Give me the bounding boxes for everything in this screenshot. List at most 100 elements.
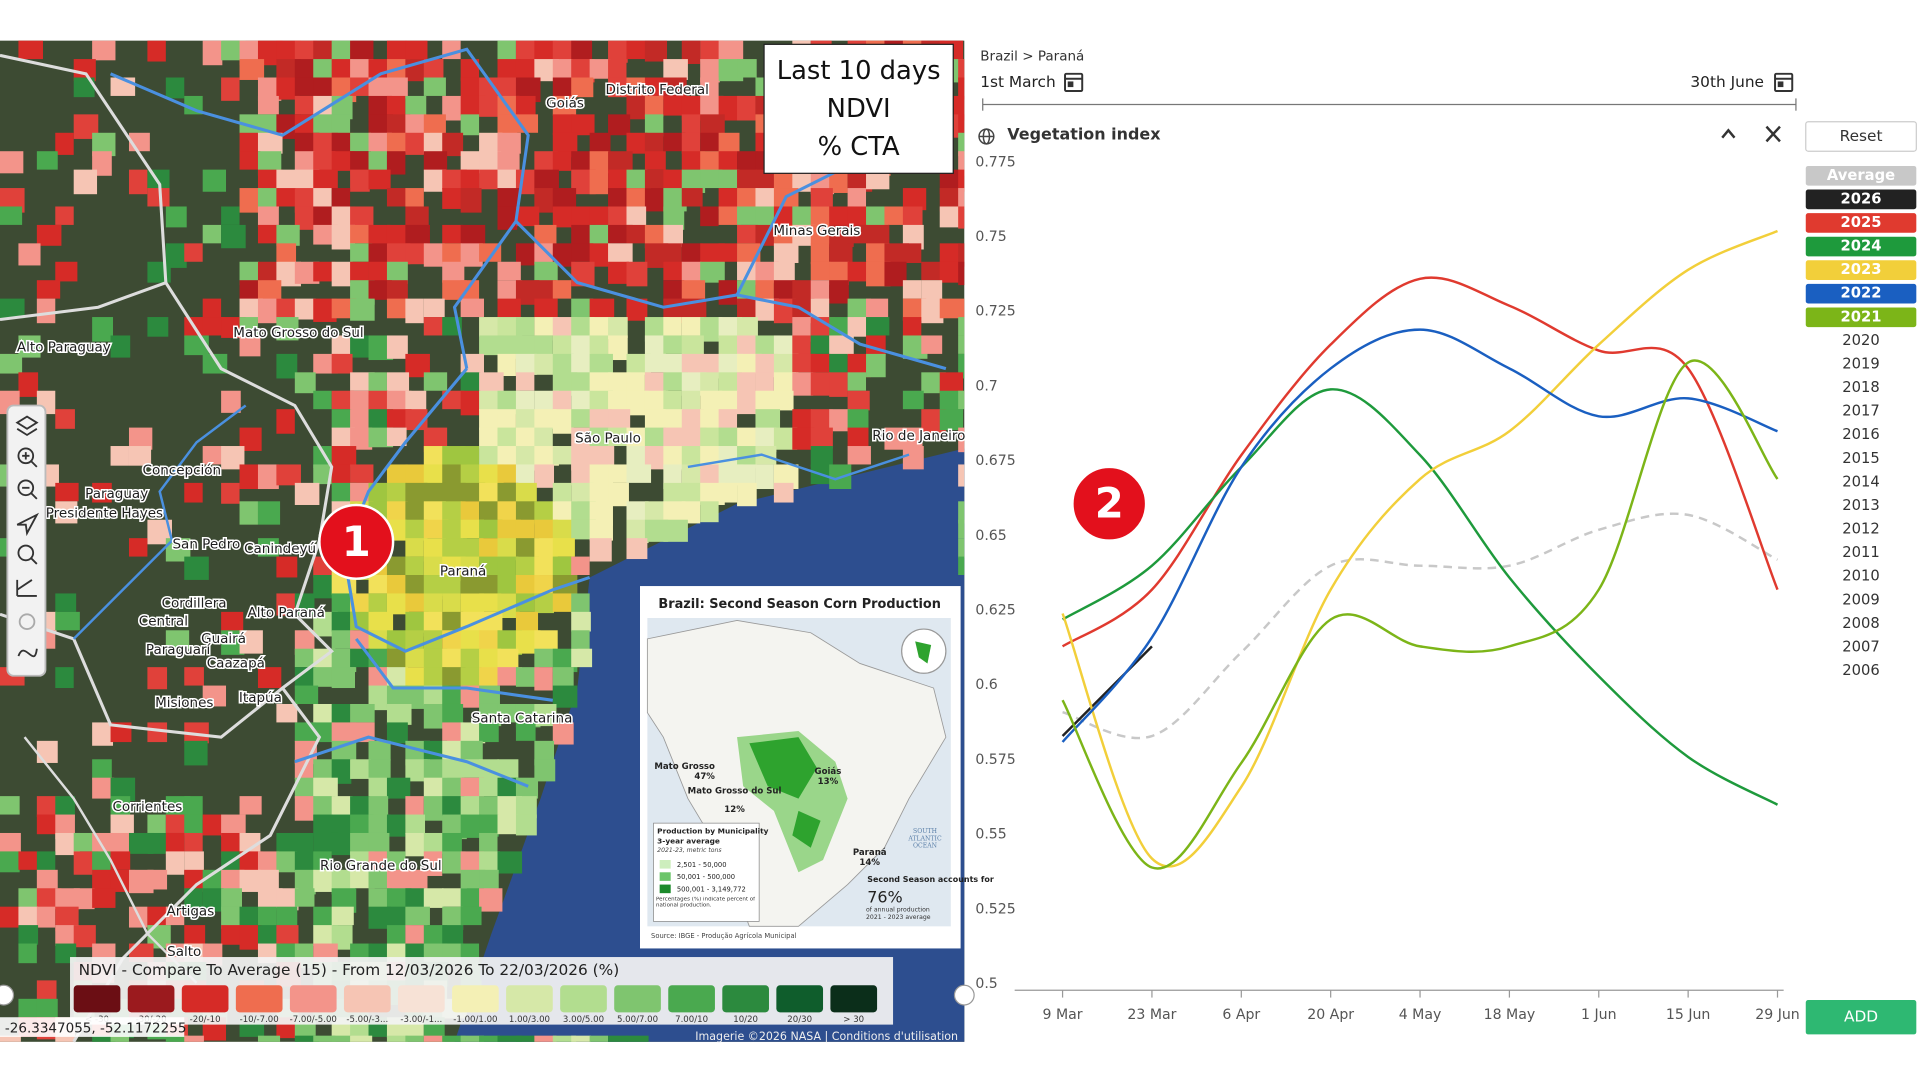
locate-button[interactable]	[16, 512, 40, 537]
ndvi-cell	[534, 298, 558, 319]
ndvi-cell	[552, 1035, 577, 1042]
target-button[interactable]	[18, 613, 36, 630]
ndvi-cell	[497, 298, 521, 318]
ndvi-cell	[958, 206, 965, 229]
ndvi-cell	[515, 611, 539, 632]
legend-swatch[interactable]	[1805, 307, 1917, 328]
legend-label[interactable]: 2026	[1841, 190, 1882, 207]
ndvi-cell	[368, 851, 387, 870]
reset-button[interactable]	[1805, 121, 1917, 152]
ndvi-cell	[479, 95, 500, 117]
x-tick-label: 20 Apr	[1307, 1007, 1354, 1023]
legend-label[interactable]: 2021	[1841, 308, 1882, 325]
legend-swatch[interactable]	[1805, 260, 1917, 280]
draw-button[interactable]	[17, 648, 38, 658]
ndvi-cell	[939, 206, 962, 228]
next-button[interactable]	[953, 984, 975, 1006]
ndvi-cell	[847, 390, 870, 411]
legend-label[interactable]: 2018	[1842, 379, 1880, 396]
ndvi-cell	[405, 556, 424, 580]
ndvi-cell	[239, 261, 260, 286]
inset-production	[792, 810, 821, 848]
ndvi-cell	[497, 814, 519, 835]
ndvi-cell	[442, 132, 464, 157]
legend-label[interactable]: 2019	[1842, 355, 1880, 372]
overlay-text: Last 10 days	[777, 56, 941, 86]
ndvi-cell	[810, 353, 831, 373]
prev-button[interactable]	[0, 984, 15, 1006]
ndvi-cell	[405, 796, 424, 820]
place-label: Corrientes	[113, 799, 183, 815]
end-date[interactable]: 30th June	[1690, 73, 1764, 91]
legend-label[interactable]: 2023	[1841, 261, 1882, 278]
layers-button[interactable]	[15, 415, 39, 437]
legend-label[interactable]: 2006	[1842, 662, 1880, 679]
legend-swatch[interactable]	[1805, 189, 1917, 210]
zoom-out-button[interactable]	[17, 479, 35, 497]
ndvi-cell	[497, 464, 519, 483]
legend-label[interactable]: 2013	[1842, 497, 1880, 514]
ndvi-cell	[552, 95, 577, 116]
legend-label[interactable]: 2012	[1842, 521, 1880, 538]
close-button[interactable]	[1765, 125, 1781, 143]
legend-swatch[interactable]	[1805, 236, 1917, 257]
legend-swatch[interactable]	[1805, 165, 1917, 186]
start-date[interactable]: 1st March	[980, 73, 1055, 91]
legend-label[interactable]: 2020	[1842, 332, 1880, 349]
zoom-in-button[interactable]	[17, 447, 35, 465]
legend-swatch[interactable]	[1805, 213, 1917, 233]
ndvi-cell	[773, 280, 797, 302]
ndvi-cell	[386, 814, 406, 837]
ndvi-cell	[239, 151, 261, 170]
inset-legend-label: 50,001 - 500,000	[677, 873, 735, 881]
ndvi-cell	[663, 95, 686, 116]
legend-label[interactable]: 2014	[1842, 473, 1880, 490]
legend-label[interactable]: 2022	[1841, 285, 1882, 302]
legend-label[interactable]: 2025	[1841, 214, 1882, 231]
ndvi-cell	[350, 298, 375, 321]
legend-label[interactable]: 2009	[1842, 591, 1880, 608]
ndvi-cell	[810, 280, 830, 300]
ndvi-cell	[442, 188, 466, 209]
ndvi-cell	[497, 40, 516, 64]
ndvi-cell	[386, 648, 408, 671]
legend-label[interactable]: 2017	[1842, 403, 1880, 420]
legend-label[interactable]: 2016	[1842, 426, 1880, 443]
ndvi-cell	[331, 667, 356, 689]
calendar-icon[interactable]	[1774, 72, 1794, 92]
place-labels: Goiás Distrito Federal Minas Gerais Mato Gr…	[15, 80, 967, 961]
ndvi-cell	[589, 390, 613, 415]
legend-label[interactable]: 2007	[1842, 638, 1880, 655]
ndvi-cell	[847, 317, 868, 337]
legend-label[interactable]: 2011	[1842, 544, 1880, 561]
ndvi-cell	[423, 777, 448, 799]
add-button[interactable]	[1805, 1000, 1917, 1035]
search-button[interactable]	[17, 544, 35, 562]
ndvi-cell	[958, 261, 965, 286]
inset-state: 13%	[818, 777, 839, 787]
legend-swatch[interactable]	[1805, 283, 1917, 304]
legend-label[interactable]: 2008	[1842, 615, 1880, 632]
ndvi-cell	[276, 77, 300, 100]
ndvi-cell	[368, 648, 390, 673]
x-tick-label: 9 Mar	[1043, 1007, 1083, 1023]
ndvi-cell	[958, 169, 965, 192]
add-label[interactable]: ADD	[1844, 1008, 1878, 1026]
reset-label[interactable]: Reset	[1840, 127, 1883, 145]
measure-button[interactable]	[16, 579, 37, 597]
ndvi-cell	[515, 59, 540, 79]
ndvi-cell	[571, 77, 594, 98]
legend-label[interactable]: 2010	[1842, 568, 1880, 585]
legend-label[interactable]: 2024	[1841, 238, 1882, 255]
ndvi-cell	[350, 151, 371, 175]
ndvi-cell	[405, 224, 430, 249]
ndvi-cell	[386, 261, 408, 284]
legend: Average 2026 2025 2024 2023 2022 2021 2020 2019 2…	[1805, 165, 1917, 679]
calendar-icon[interactable]	[1064, 72, 1084, 92]
legend-label[interactable]: 2015	[1842, 450, 1880, 467]
ndvi-cell	[331, 59, 352, 83]
collapse-button[interactable]	[1721, 128, 1736, 139]
ndvi-cell	[958, 317, 965, 336]
legend-label[interactable]: Average	[1827, 167, 1895, 184]
overlay-text: NDVI	[827, 94, 891, 124]
